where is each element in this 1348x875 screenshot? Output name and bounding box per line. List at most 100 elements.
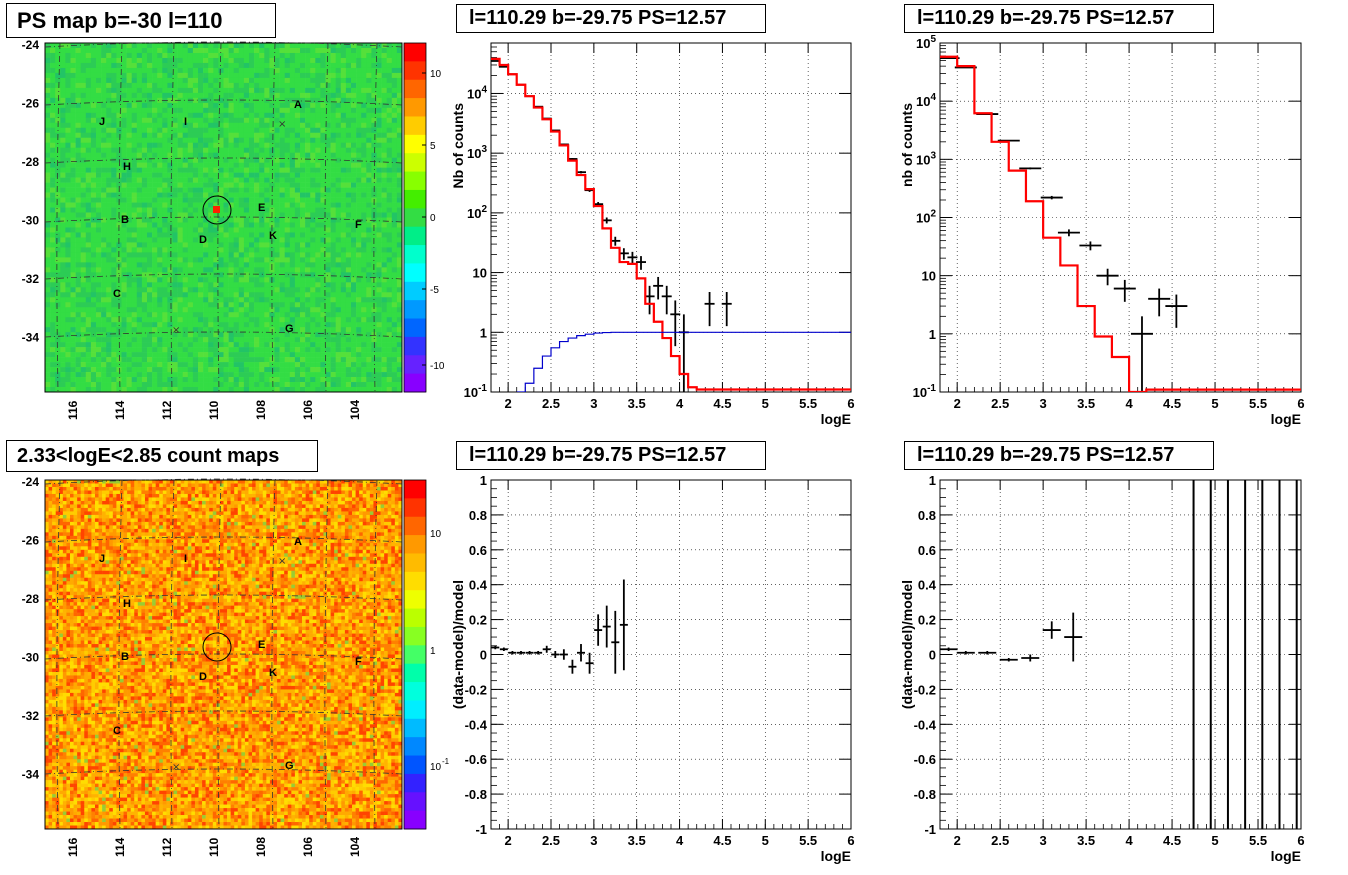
colorbar-segment <box>404 373 426 393</box>
x-tick-label: 6 <box>847 833 854 848</box>
map-y-tick-label: -32 <box>22 709 40 723</box>
y-tick-label: 0.8 <box>469 508 487 523</box>
y-tick-label: -1 <box>924 822 936 837</box>
colorbar-segment <box>404 79 426 99</box>
x-tick-label: 2 <box>954 833 961 848</box>
colorbar-segment <box>404 737 426 757</box>
colorbar-segment <box>404 700 426 720</box>
colorbar-segment <box>404 755 426 775</box>
ps-circle-marker <box>202 195 232 225</box>
colorbar-tick-label: -1 <box>442 757 450 766</box>
map-y-tick-label: -30 <box>22 214 40 228</box>
x-tick-label: 3.5 <box>628 396 646 411</box>
x-tick-label: 5.5 <box>1249 396 1267 411</box>
source-label-c: C <box>113 725 121 737</box>
x-tick-label: 4.5 <box>713 396 731 411</box>
x-tick-label: 3 <box>1040 396 1047 411</box>
plot-area <box>940 480 1298 829</box>
x-tick-label: 2.5 <box>542 833 560 848</box>
x-tick-label: 4 <box>1125 833 1133 848</box>
y-tick-label: -0.6 <box>914 752 936 767</box>
y-tick-label: 1 <box>480 325 487 340</box>
map-parallel <box>44 99 403 106</box>
source-label-b: B <box>121 214 129 226</box>
x-tick-label: 2.5 <box>542 396 560 411</box>
x-tick-label: 4 <box>676 833 684 848</box>
y-tick-label: -1 <box>475 822 487 837</box>
map-meridian <box>56 479 61 830</box>
colorbar-segment <box>404 43 426 62</box>
title-map-top: PS map b=-30 l=110 <box>6 3 276 38</box>
x-axis-label: logE <box>1271 848 1301 864</box>
residual-point <box>534 651 543 655</box>
data-point <box>1165 294 1188 328</box>
y-axis-label: (data-model)/model <box>899 580 915 709</box>
y-tick-label: 104 <box>467 84 487 101</box>
y-tick-label: 103 <box>916 150 936 167</box>
y-axis-label: (data-model)/model <box>450 580 466 709</box>
source-label-i: I <box>184 553 187 565</box>
colorbar-segment <box>404 718 426 738</box>
y-tick-label: 1 <box>929 327 936 342</box>
map-pixels <box>45 43 403 393</box>
plot-grid <box>940 42 1302 393</box>
colorbar-segment <box>404 498 426 518</box>
x-tick-label: 5.5 <box>799 833 817 848</box>
y-tick-label: 10 <box>922 269 936 284</box>
y-tick-label: -0.2 <box>465 682 487 697</box>
source-label-c: C <box>113 288 121 300</box>
residual-point <box>956 651 975 655</box>
colorbar-segment <box>404 300 426 320</box>
map-x-tick-label: 106 <box>301 400 315 420</box>
title-residual-2: l=110.29 b=-29.75 PS=12.57 <box>904 441 1214 470</box>
map-y-tick-label: -24 <box>22 475 40 489</box>
x-tick-label: 3.5 <box>628 833 646 848</box>
colorbar-segment <box>404 516 426 536</box>
colorbar-segment <box>404 134 426 154</box>
map-x-tick-label: 108 <box>254 400 268 420</box>
title-residual-1: l=110.29 b=-29.75 PS=12.57 <box>456 441 766 470</box>
x-tick-label: 4 <box>676 396 684 411</box>
colorbar-frame <box>403 479 427 830</box>
x-tick-label: 4.5 <box>713 833 731 848</box>
y-tick-label: 0.8 <box>918 508 936 523</box>
x-tick-label: 5 <box>1211 396 1218 411</box>
x-tick-label: 5 <box>762 396 769 411</box>
cross-marker: × <box>172 762 180 773</box>
map-x-tick-label: 114 <box>113 400 127 420</box>
colorbar-tick-label: 10 <box>430 762 442 773</box>
y-tick-label: -0.4 <box>914 717 937 732</box>
y-tick-label: 0.2 <box>918 613 936 628</box>
plot-grid <box>940 479 1302 830</box>
data-point <box>661 285 672 315</box>
colorbar-segment <box>404 810 426 830</box>
map-parallel <box>44 157 403 164</box>
x-tick-label: 2 <box>954 396 961 411</box>
map-y-tick-label: -30 <box>22 651 40 665</box>
y-tick-label: -0.2 <box>914 682 936 697</box>
colorbar-segment <box>404 355 426 375</box>
residual-point <box>611 610 620 674</box>
source-label-h: H <box>123 161 131 173</box>
data-point <box>636 256 646 270</box>
plot-area <box>491 57 851 392</box>
residual-point <box>525 651 534 655</box>
map-x-tick-label: 108 <box>254 837 268 857</box>
colorbar-segment <box>404 208 426 228</box>
residual-point <box>594 614 603 646</box>
y-tick-label: 1 <box>929 473 936 488</box>
colorbar-tick-label: -5 <box>430 285 439 296</box>
x-tick-label: 3 <box>590 396 597 411</box>
colorbar: 10 5 0 -5 -10 <box>403 42 445 393</box>
cross-marker: × <box>278 556 286 567</box>
y-tick-label: 105 <box>916 34 936 51</box>
colorbar-segment <box>404 245 426 264</box>
x-tick-label: 6 <box>847 396 854 411</box>
y-axis-label: Nb of counts <box>450 103 466 189</box>
source-label-a: A <box>294 536 302 548</box>
source-label-j: J <box>99 116 105 128</box>
residual-point <box>508 651 517 655</box>
data-point <box>1040 195 1063 200</box>
map-x-tick-label: 106 <box>301 837 315 857</box>
source-label-d: D <box>199 234 207 246</box>
